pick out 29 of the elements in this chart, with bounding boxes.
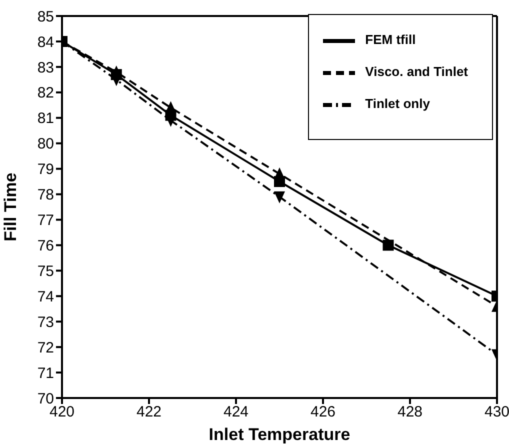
y-tick-label: 77 [37,212,54,230]
x-axis-title: Inlet Temperature [208,425,350,444]
y-tick-label: 79 [37,161,54,178]
point [110,74,122,86]
x-tick-label: 426 [310,404,336,421]
y-tick-label: 82 [37,84,54,102]
y-tick-label: 80 [37,136,54,153]
y-tick-label: 72 [37,339,54,356]
y-tick-label: 74 [37,288,54,306]
y-tick-label: 73 [37,314,54,331]
x-tick-label: 422 [136,404,162,421]
y-tick-label: 84 [37,34,54,51]
y-tick-label: 76 [37,238,54,255]
legend-label: Visco. and Tinlet [365,64,468,80]
y-tick-label: 71 [37,364,54,382]
y-tick-label: 78 [37,186,54,204]
y-tick-label: 75 [37,262,54,280]
point [274,191,285,204]
y-tick-label: 83 [37,59,54,76]
x-tick-label: 428 [397,404,423,421]
y-tick-label: 81 [37,110,54,128]
legend-label: FEM tfill [365,32,416,48]
point [165,114,176,127]
y-axis-title: Fill Time [1,172,20,242]
legend-label: Tinlet only [365,96,430,112]
point [165,101,176,114]
x-tick-label: 430 [484,404,509,421]
y-tick-label: 85 [37,8,54,26]
x-tick-label: 424 [223,404,249,421]
